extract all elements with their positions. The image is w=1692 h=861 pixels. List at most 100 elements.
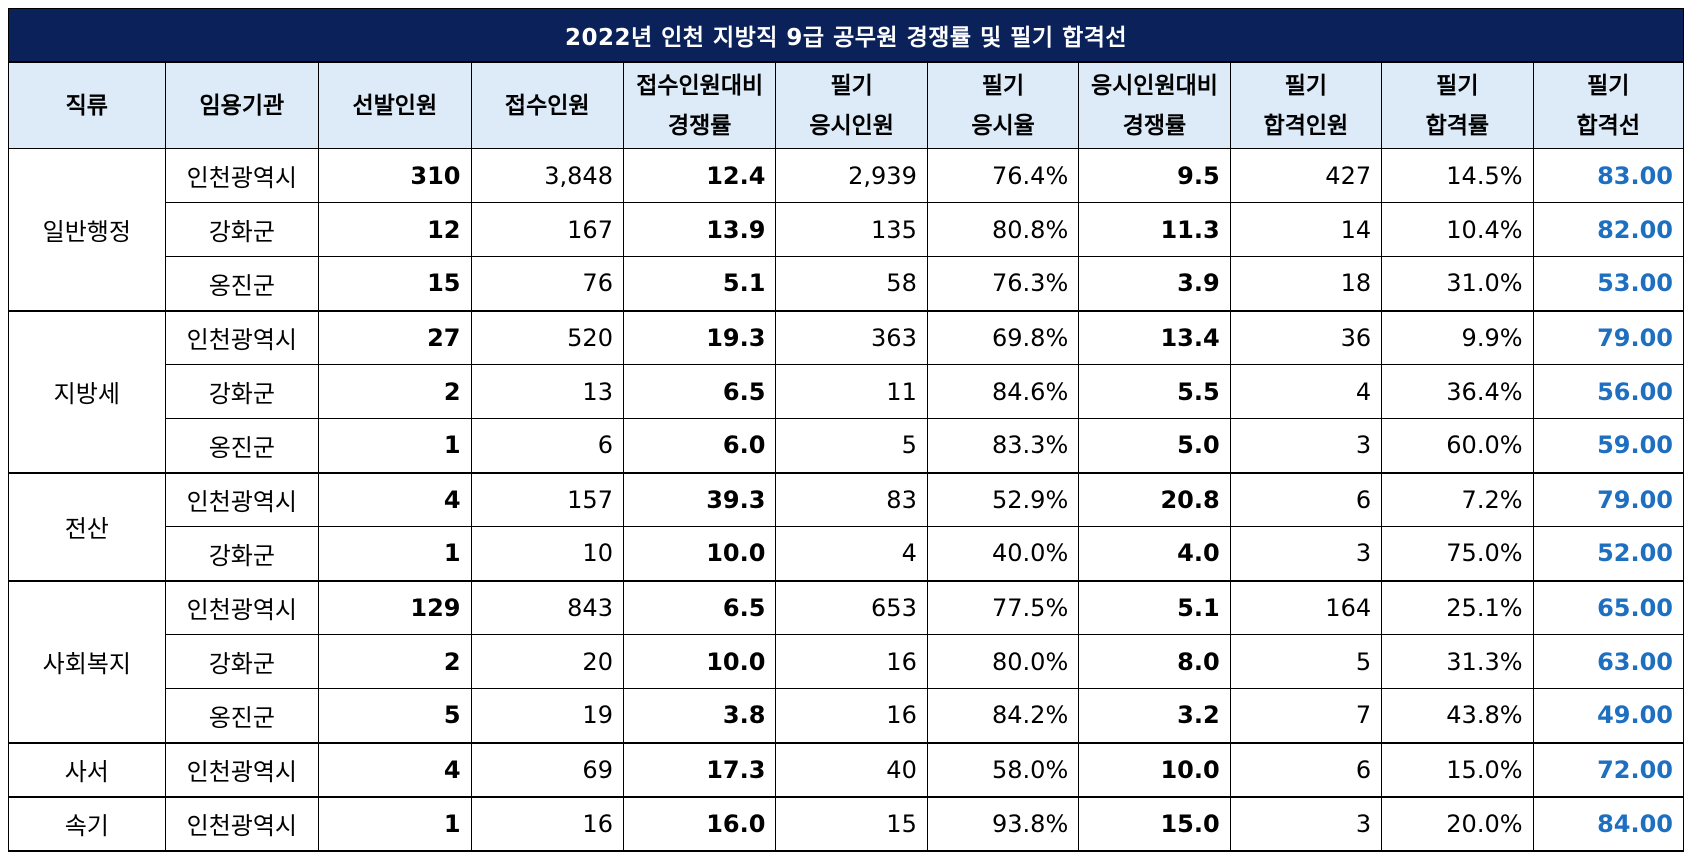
table-row: 강화군 2 13 6.5 11 84.6% 5.5 4 36.4% 56.00 [9,364,1685,419]
header-selected: 선발인원 [318,62,472,149]
cell-applicants: 16 [470,796,624,852]
header-competition-applied-line: 경쟁률 [667,112,732,139]
cell-cutline: 72.00 [1532,742,1685,798]
cell-competition-taken: 20.8 [1078,472,1231,527]
cell-passers: 36 [1229,310,1383,365]
table-body: 일반행정 인천광역시 310 3,848 12.4 2,939 76.4% 9.5 427 14.… [8,148,1685,852]
cell-passers: 164 [1229,580,1383,635]
cell-agency: 옹진군 [164,688,320,744]
cell-exam-takers: 16 [775,688,928,744]
header-competition-taken-line: 경쟁률 [1122,112,1187,139]
cell-agency: 강화군 [164,526,320,582]
cell-applicants: 69 [470,742,624,798]
cell-category: 사서 [8,742,166,798]
cell-cutline: 79.00 [1532,472,1685,527]
cell-exam-takers: 58 [775,256,928,312]
cell-competition-applied: 10.0 [622,634,777,689]
table-row: 사회복지 인천광역시 129 843 6.5 653 77.5% 5.1 164 25.1% 65.… [8,580,1685,744]
cell-competition-taken: 9.5 [1078,148,1231,203]
cell-exam-takers: 15 [775,796,928,852]
header-applicants-line: 접수인원 [504,92,590,119]
cell-competition-applied: 16.0 [622,796,777,852]
table-row: 강화군 1 10 10.0 4 40.0% 4.0 3 75.0% 52.00 [9,526,1685,582]
cell-pass-rate: 60.0% [1381,418,1534,474]
cell-exam-rate: 58.0% [926,742,1080,798]
cell-cutline: 53.00 [1532,256,1685,312]
cell-competition-taken: 3.2 [1078,688,1231,744]
cell-selected: 27 [318,310,472,365]
cell-exam-takers: 40 [775,742,928,798]
cell-selected: 310 [318,148,472,203]
table-row: 속기 인천광역시 1 16 16.0 15 93.8% 15.0 3 20.0% 84.00 [8,796,1685,852]
header-agency: 임용기관 [164,62,320,149]
cell-pass-rate: 25.1% [1381,580,1534,635]
cell-cutline: 63.00 [1532,634,1685,689]
cell-selected: 2 [318,364,472,419]
cell-selected: 2 [318,634,472,689]
table-row: 옹진군 1 6 6.0 5 83.3% 5.0 3 60.0% 59.00 [9,418,1685,474]
cell-pass-rate: 10.4% [1381,202,1534,257]
cell-exam-takers: 4 [775,526,928,582]
cell-competition-applied: 6.0 [622,418,777,474]
cell-passers: 18 [1229,256,1383,312]
cell-competition-applied: 10.0 [622,526,777,582]
table-row: 강화군 2 20 10.0 16 80.0% 8.0 5 31.3% 63.00 [9,634,1685,689]
cell-cutline: 79.00 [1532,310,1685,365]
cell-applicants: 6 [470,418,624,474]
cell-pass-rate: 15.0% [1381,742,1534,798]
cell-exam-takers: 2,939 [775,148,928,203]
cell-cutline: 52.00 [1532,526,1685,582]
cell-passers: 14 [1229,202,1383,257]
cell-applicants: 3,848 [470,148,624,203]
cell-cutline: 65.00 [1532,580,1685,635]
cell-exam-rate: 77.5% [926,580,1080,635]
cell-exam-rate: 40.0% [926,526,1080,582]
cell-competition-taken: 8.0 [1078,634,1231,689]
table-row: 전산 인천광역시 4 157 39.3 83 52.9% 20.8 6 7.2% 79.00 [8,472,1685,582]
cell-exam-takers: 83 [775,472,928,527]
header-cutline-line: 합격선 [1576,112,1640,139]
cell-selected: 4 [318,742,472,798]
results-table: 직류 임용기관 선발인원 접수인원 접수인원대비 경쟁률 필기 응시인원 필기 응시율 응시인원대비… [8,62,1685,852]
cell-selected: 1 [318,526,472,582]
cell-applicants: 520 [470,310,624,365]
cell-agency: 인천광역시 [164,580,320,635]
header-pass-rate: 필기 합격률 [1381,62,1534,149]
cell-applicants: 20 [470,634,624,689]
cell-applicants: 10 [470,526,624,582]
cell-agency: 강화군 [164,634,320,689]
table-row: 지방세 인천광역시 27 520 19.3 363 69.8% 13.4 36 9.9% 79.00 [8,310,1685,474]
cell-selected: 4 [318,472,472,527]
cell-competition-applied: 13.9 [622,202,777,257]
cell-category: 사회복지 [8,580,166,744]
cell-agency: 인천광역시 [164,796,320,852]
header-exam-rate: 필기 응시율 [926,62,1080,149]
cell-exam-takers: 135 [775,202,928,257]
header-passers: 필기 합격인원 [1229,62,1383,149]
cell-selected: 129 [318,580,472,635]
header-exam-rate-line: 필기 [981,72,1025,99]
header-category: 직류 [8,62,166,149]
cell-passers: 3 [1229,796,1383,852]
cell-pass-rate: 31.0% [1381,256,1534,312]
cell-passers: 6 [1229,742,1383,798]
cell-exam-rate: 93.8% [926,796,1080,852]
cell-agency: 인천광역시 [164,742,320,798]
cell-selected: 5 [318,688,472,744]
cell-exam-rate: 84.6% [926,364,1080,419]
cell-agency: 인천광역시 [164,148,320,203]
header-pass-rate-line: 합격률 [1425,112,1490,139]
cell-exam-rate: 52.9% [926,472,1080,527]
cell-agency: 옹진군 [164,418,320,474]
cell-agency: 인천광역시 [164,310,320,365]
header-cutline-line: 필기 [1587,72,1630,99]
cell-exam-rate: 83.3% [926,418,1080,474]
cell-applicants: 157 [470,472,624,527]
header-passers-line: 필기 [1284,72,1328,99]
cell-category: 일반행정 [8,148,166,312]
cell-passers: 4 [1229,364,1383,419]
cell-passers: 6 [1229,472,1383,527]
cell-competition-taken: 11.3 [1078,202,1231,257]
cell-cutline: 83.00 [1532,148,1685,203]
